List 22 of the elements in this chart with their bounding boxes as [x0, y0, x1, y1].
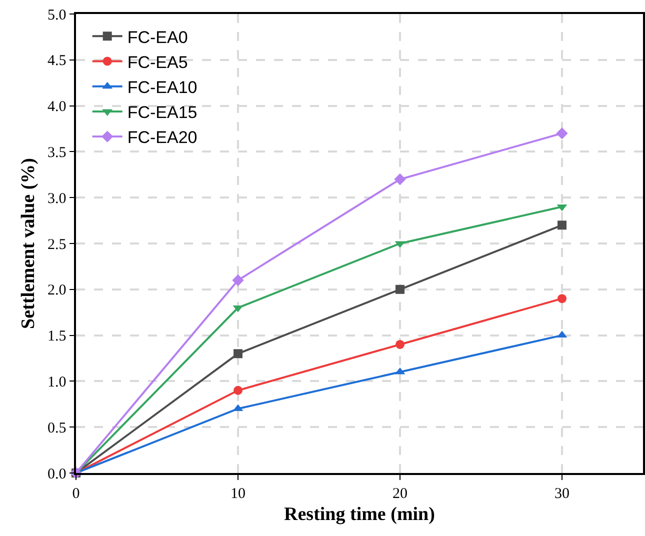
y-tick-label: 1.5 — [48, 328, 66, 345]
x-tick-label: 30 — [554, 486, 570, 502]
legend-label: FC-EA20 — [127, 128, 198, 148]
y-tick-label: 0.5 — [48, 420, 66, 436]
y-tick-label: 2.0 — [48, 282, 66, 299]
y-tick-label: 4.0 — [48, 99, 66, 116]
y-tick-label: 0.0 — [48, 466, 66, 482]
y-tick-label: 2.5 — [48, 236, 66, 253]
y-axis-title: Settlement value (%) — [18, 158, 39, 329]
y-tick-label: 3.5 — [48, 144, 66, 161]
legend-label: FC-EA10 — [127, 78, 198, 97]
x-axis-title: Resting time (min) — [284, 504, 435, 526]
legend-label: FC-EA0 — [127, 28, 188, 47]
y-tick-label: 4.5 — [48, 53, 66, 70]
y-tick-label: 3.0 — [48, 190, 66, 207]
x-tick-label: 20 — [392, 486, 408, 502]
y-tick-label: 5.0 — [48, 7, 66, 24]
legend-label: FC-EA5 — [127, 52, 188, 72]
x-tick-label: 0 — [72, 486, 80, 502]
x-tick-label: 10 — [230, 486, 246, 502]
y-tick-label: 1.0 — [48, 374, 66, 390]
legend-label: FC-EA15 — [127, 103, 198, 122]
